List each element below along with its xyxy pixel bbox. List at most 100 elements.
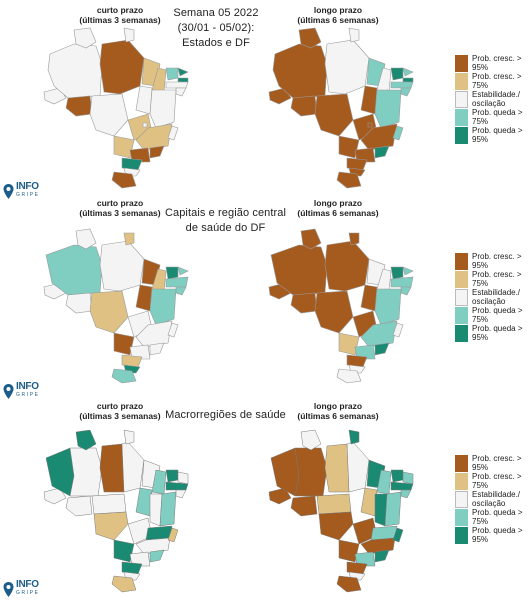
row3-title-line-1: Macrorregiões de saúde: [165, 409, 286, 421]
region-pa: [99, 240, 145, 292]
legend-label: Estabilidade./ oscilação: [472, 490, 521, 508]
legend-label: Prob. cresc. > 75%: [472, 472, 522, 490]
region-to: [360, 85, 378, 115]
legend-swatch: [455, 325, 468, 342]
infogripe-logo: INFO GRIPE: [3, 182, 40, 199]
location-pin-icon: [3, 383, 14, 399]
region-rn: [402, 266, 414, 276]
legend-label: Prob. queda > 75%: [472, 108, 523, 126]
legend-label: Prob. queda > 95%: [472, 526, 523, 544]
row2-title-line-2: de saúde do DF: [185, 222, 266, 234]
region-am-west: [45, 447, 75, 497]
region-ba-east: [384, 491, 402, 527]
legend-label: Prob. queda > 95%: [472, 126, 523, 144]
region-ms: [113, 539, 135, 563]
region-pa-west: [324, 443, 350, 493]
row1-left-label-2: (últimas 3 semanas): [79, 15, 161, 25]
region-rn: [177, 266, 189, 276]
region-mt: [314, 93, 354, 137]
region-rj: [374, 145, 390, 159]
region-ce: [390, 67, 404, 81]
legend-label: Estabilidade./ oscilação: [472, 90, 521, 108]
region-al-se: [400, 286, 412, 296]
row3-title: Macrorregiões de saúde: [163, 408, 288, 423]
row2-left-label-1: curto prazo: [96, 198, 144, 208]
row1-right-label-1: longo prazo: [313, 5, 363, 15]
infogripe-logo: INFO GRIPE: [3, 579, 40, 597]
legend-swatch: [455, 91, 468, 108]
region-mt-north: [316, 493, 352, 515]
region-ro: [290, 292, 318, 314]
region-mt: [89, 93, 129, 137]
region-pb: [402, 77, 414, 83]
legend-swatch: [455, 271, 468, 288]
region-al-se: [175, 286, 187, 296]
region-rj: [374, 342, 390, 356]
region-pb-pe: [165, 276, 189, 288]
legend-label: Prob. cresc. > 75%: [472, 72, 522, 90]
region-rn: [402, 67, 414, 77]
region-ms: [338, 332, 360, 356]
region-sp: [354, 147, 376, 163]
row2-right-label-1: longo prazo: [313, 198, 363, 208]
row3-left-label: curto prazo (últimas 3 semanas): [55, 401, 185, 421]
region-rj: [149, 342, 165, 356]
region-ce: [165, 266, 179, 280]
region-ms: [338, 135, 360, 159]
region-ro: [65, 495, 93, 517]
row3-short-term-map: [43, 429, 189, 593]
region-ap: [348, 27, 360, 43]
legend-swatch: [455, 491, 468, 508]
region-to: [135, 487, 153, 517]
region-to: [360, 487, 378, 517]
row2-short-term-map: [43, 228, 189, 384]
row2-left-label-2: (últimas 3 semanas): [79, 208, 161, 218]
row3-long-term-map: [268, 429, 414, 593]
legend-swatch: [455, 307, 468, 324]
region-es: [167, 322, 179, 338]
row1-title: Semana 05 2022 (30/01 - 05/02): Estados …: [168, 6, 264, 51]
logo-name: INFO: [16, 579, 39, 590]
region-pa-east: [346, 441, 370, 493]
row2-right-label: longo prazo (últimas 6 semanas): [273, 198, 403, 218]
region-sp: [354, 344, 376, 360]
region-mt: [314, 290, 354, 334]
region-ap: [348, 232, 360, 246]
region-mt: [89, 290, 129, 334]
region-pb: [177, 77, 189, 83]
region-pa: [324, 39, 370, 95]
region-mt-south: [93, 511, 129, 541]
region-ms: [338, 539, 360, 563]
region-rr: [73, 27, 97, 49]
legend-label: Prob. queda > 75%: [472, 306, 523, 324]
region-rr: [75, 228, 97, 250]
region-ba: [149, 89, 177, 129]
region-mt-north: [91, 493, 127, 515]
region-sp: [129, 147, 151, 163]
logo-sub: GRIPE: [16, 590, 40, 596]
region-rr: [298, 27, 322, 49]
region-to: [135, 85, 153, 115]
legend-swatch: [455, 455, 468, 472]
region-es: [167, 527, 179, 543]
region-am: [270, 244, 328, 296]
region-ba: [374, 288, 402, 326]
row1-short-term-map: [43, 27, 189, 189]
region-ap: [123, 27, 135, 43]
row2-right-label-2: (últimas 6 semanas): [297, 208, 379, 218]
region-al-se: [400, 87, 412, 97]
region-rn-pb: [177, 471, 189, 485]
row3-right-label-2: (últimas 6 semanas): [297, 411, 379, 421]
region-rs: [111, 368, 137, 384]
region-es: [392, 322, 404, 338]
row1-left-label: curto prazo (últimas 3 semanas): [55, 5, 185, 25]
logo-sub: GRIPE: [16, 392, 40, 398]
location-pin-icon: [3, 183, 14, 199]
region-pe: [390, 81, 414, 89]
region-rn: [177, 67, 189, 77]
region-ce: [165, 67, 179, 81]
region-ba-east: [159, 491, 177, 527]
region-sp: [129, 344, 151, 360]
region-mg-north: [370, 525, 398, 541]
region-pb-pe: [390, 276, 414, 288]
